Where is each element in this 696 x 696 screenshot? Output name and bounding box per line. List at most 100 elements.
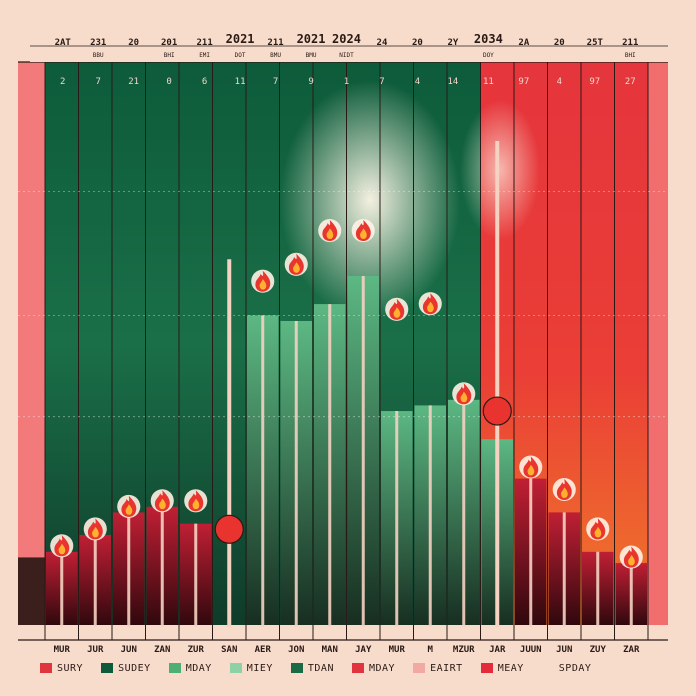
x-tick-label: M [428,645,434,655]
header-value: 97 [518,77,529,87]
x-tick-label: JAR [489,645,506,655]
header-label: 2021 [226,32,255,46]
header-value: 11 [235,77,246,87]
legend-item: MEAY [480,662,524,674]
x-tick-label: JUN [556,645,572,655]
legend-label: EAIRT [430,662,463,674]
flame-inner [58,543,66,555]
header-label: 2034 [474,32,503,46]
x-tick-label: MUR [389,645,406,655]
legend-swatch [40,663,52,673]
header-value: 7 [273,77,278,87]
flame-inner [326,228,334,239]
header-value: 6 [202,77,207,87]
flame-inner [427,301,434,313]
legend-label: MIEY [246,662,273,674]
header-label: 211 [622,38,638,48]
x-tick-label: ZUY [590,645,607,655]
x-tick-label: MUR [54,645,71,655]
header-value: 21 [128,77,139,87]
legend-label: SURY [57,662,84,674]
header-sublabel: BBU [93,52,104,59]
flame-marker [150,489,174,513]
x-tick-label: MZUR [453,645,475,655]
header-value: 4 [415,77,420,87]
legend: SURY SUDEY MDAY MIEY TDAN MDAY EAIRT MEAY SPDAY [40,657,680,679]
header-value: 0 [166,77,171,87]
header-label: 211 [267,38,283,48]
header-label: 201 [161,38,177,48]
legend-label: TDAN [307,662,334,674]
header-label: 24 [377,38,388,48]
flame-inner [393,307,401,318]
legend-swatch [290,663,303,673]
flame-inner [259,279,267,290]
legend-item: SUDEY [101,663,151,674]
x-tick-label: MAN [322,645,338,655]
x-tick-label: JUUN [520,645,542,655]
flame-marker [184,489,208,513]
header-label: 2024 [332,32,361,46]
header-sublabel: DOY [483,52,494,59]
x-tick-label: SAN [221,645,237,655]
legend-item: EAIRT [413,663,463,674]
flame-marker [351,218,375,243]
header-value: 27 [625,77,636,87]
legend-item: SURY [40,663,83,674]
legend-swatch [541,663,554,673]
legend-label: MEAY [497,662,524,674]
flame-inner [561,487,568,498]
flame-marker [385,297,409,321]
header-value: 11 [483,77,494,87]
header-sublabel: BHI [625,52,636,59]
header-value: 97 [589,77,600,87]
legend-label: SUDEY [118,662,151,674]
legend-swatch [229,663,242,673]
left-accent-band [18,62,45,625]
header-label: 20 [412,38,423,48]
flame-marker [418,292,442,316]
highlight-glow [280,80,460,320]
header-value: 4 [557,77,562,87]
header-label: 2AT [55,38,72,48]
dot-marker [214,514,244,544]
header-label: 211 [196,38,212,48]
flame-marker [251,269,275,293]
header-label: 2021 [297,32,326,46]
legend-item: MIEY [229,662,273,674]
header-label: 2Y [447,38,458,48]
legend-label: MDAY [368,662,396,674]
x-tick-label: JUN [121,645,137,655]
header-value: 7 [379,77,384,87]
right-accent-band [648,62,668,625]
header-value: 1 [344,77,349,87]
x-tick-label: AER [255,645,272,655]
flame-inner [125,504,133,515]
flame-inner [192,498,200,510]
legend-swatch [351,663,364,673]
header-sublabel: EMI [199,52,210,59]
header-sublabel: NIDT [339,52,354,59]
legend-swatch [101,663,114,673]
legend-item: MDAY [351,662,396,674]
flame-marker [50,534,74,558]
flame-inner [460,391,468,403]
flame-marker [519,455,543,479]
flame-marker [83,517,107,541]
legend-item: SPDAY [541,663,592,674]
flame-inner [92,526,99,538]
header-label: 2A [518,38,529,48]
header-sublabel: BMU [270,52,281,59]
legend-item: MDAY [168,663,212,674]
header-value: 14 [447,77,458,87]
flame-marker [619,545,643,569]
flame-marker [318,218,342,243]
header-sublabel: BMU [306,52,317,59]
flame-inner [293,262,300,273]
header-label: 20 [128,38,139,48]
flame-inner [159,498,166,510]
flame-marker [452,382,476,406]
flame-marker [284,252,308,276]
flame-marker [552,477,576,502]
